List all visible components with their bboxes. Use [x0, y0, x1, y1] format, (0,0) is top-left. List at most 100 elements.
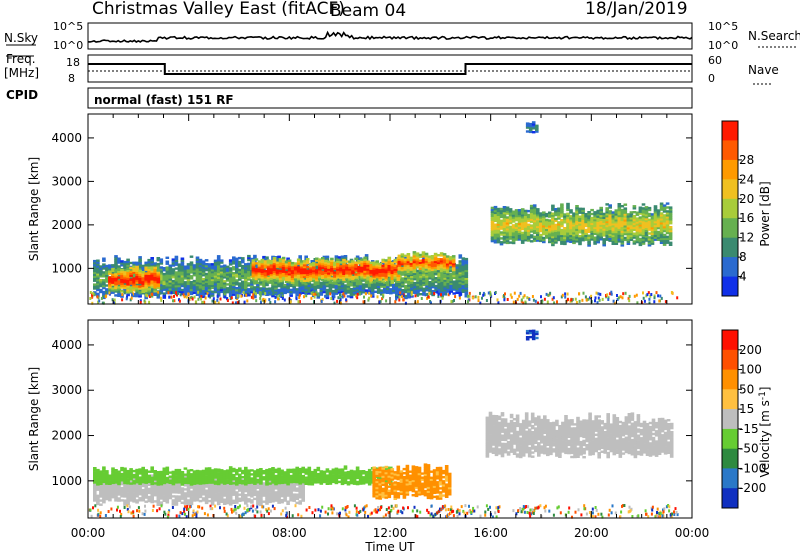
- scatter-cell-4: [599, 207, 603, 209]
- scatter-cell-1: [120, 269, 124, 271]
- scatter-cell-0: [380, 289, 384, 291]
- ground-scatter-cell: [96, 295, 98, 298]
- scatter-cell-0: [289, 289, 293, 291]
- ground-scatter-cell: [342, 296, 344, 299]
- ground-scatter-cell: [330, 297, 332, 300]
- scatter-cell-0: [459, 254, 463, 256]
- freq-tick-bottom: 8: [68, 72, 75, 85]
- scatter-cell-4: [639, 238, 643, 240]
- ground-scatter-cell: [453, 299, 455, 302]
- scatter-cell-2: [375, 260, 379, 262]
- scatter-cell-0: [214, 485, 218, 487]
- scatter-cell-1: [123, 285, 127, 287]
- ground-scatter-cell: [656, 291, 658, 294]
- nsky-strip-frame: [88, 23, 692, 49]
- ground-scatter-cell: [171, 291, 173, 294]
- y-tick-label: 2000: [51, 218, 82, 232]
- ground-scatter-cell: [148, 301, 150, 304]
- ground-scatter-cell: [398, 299, 400, 302]
- ground-scatter-cell: [570, 298, 572, 301]
- ground-scatter-cell: [124, 291, 126, 294]
- ground-scatter-cell: [658, 300, 660, 303]
- scatter-cell-0: [199, 500, 203, 502]
- ground-scatter-cell: [187, 292, 189, 295]
- scatter-cell-4: [575, 205, 579, 207]
- scatter-cell-2: [276, 269, 280, 271]
- ground-scatter-cell: [370, 294, 372, 297]
- scatter-cell-4: [624, 204, 628, 206]
- ground-scatter-cell: [230, 291, 232, 294]
- y-tick-label: 4000: [51, 131, 82, 145]
- scatter-cell-4: [590, 209, 594, 211]
- ground-scatter-cell: [101, 297, 103, 300]
- scatter-cell-2: [261, 259, 265, 261]
- scatter-cell-0: [123, 499, 127, 501]
- scatter-cell-4: [548, 212, 552, 214]
- ground-scatter-cell: [472, 296, 474, 299]
- scatter-cell-0: [298, 255, 302, 257]
- scatter-cell-0: [244, 263, 248, 265]
- scatter-cell-0: [123, 504, 127, 506]
- ground-scatter-cell: [245, 294, 247, 297]
- ground-scatter-cell: [213, 297, 215, 300]
- ground-scatter-cell: [171, 296, 173, 299]
- ground-scatter-cell: [520, 292, 522, 295]
- scatter-cell-0: [169, 487, 173, 489]
- ground-scatter-cell: [244, 301, 246, 304]
- ground-scatter-cell: [478, 299, 480, 302]
- scatter-cell-0: [205, 259, 209, 261]
- ground-scatter-cell: [504, 292, 506, 295]
- scatter-cell-2: [381, 265, 385, 267]
- scatter-cell-2: [273, 257, 277, 259]
- ground-scatter-cell: [385, 299, 387, 302]
- scatter-cell-1: [147, 288, 151, 290]
- ground-scatter-cell: [459, 294, 461, 297]
- scatter-cell-2: [306, 270, 310, 272]
- scatter-cell-1: [108, 271, 112, 273]
- scatter-cell-0: [455, 264, 459, 266]
- ground-scatter-cell: [417, 300, 419, 303]
- scatter-cell-0: [217, 255, 221, 257]
- ground-scatter-cell: [581, 299, 583, 302]
- ground-scatter-cell: [544, 298, 546, 301]
- scatter-cell-2: [282, 257, 286, 259]
- ground-scatter-cell: [411, 293, 413, 296]
- ground-scatter-cell: [517, 298, 519, 301]
- scatter-cell-1: [153, 267, 157, 269]
- scatter-cell-4: [669, 206, 673, 208]
- scatter-cell-0: [102, 501, 106, 503]
- scatter-cell-4: [669, 242, 673, 244]
- ground-scatter-cell: [321, 300, 323, 303]
- scatter-cell-0: [114, 255, 118, 257]
- scatter-cell-2: [381, 280, 385, 282]
- scatter-cell-2: [306, 266, 310, 268]
- ground-scatter-cell: [449, 292, 451, 295]
- ground-scatter-cell: [284, 299, 286, 302]
- ground-scatter-cell: [528, 298, 530, 301]
- scatter-cell-0: [190, 256, 194, 258]
- scatter-cell-4: [608, 204, 612, 206]
- ground-scatter-cell: [445, 293, 447, 296]
- ground-scatter-cell: [131, 297, 133, 300]
- ground-scatter-cell: [290, 300, 292, 303]
- scatter-cell-0: [214, 260, 218, 262]
- ground-scatter-cell: [345, 298, 347, 301]
- ground-scatter-cell: [503, 298, 505, 301]
- ground-scatter-cell: [606, 293, 608, 296]
- scatter-cell-3: [413, 251, 417, 253]
- ground-scatter-cell: [616, 294, 618, 297]
- ground-scatter-cell: [356, 296, 358, 299]
- scatter-cell-0: [108, 493, 112, 495]
- ground-scatter-cell: [179, 300, 181, 303]
- ground-scatter-cell: [585, 295, 587, 298]
- ground-scatter-cell: [676, 296, 678, 299]
- scatter-cell-4: [566, 203, 570, 205]
- ground-scatter-cell: [365, 292, 367, 295]
- ground-scatter-cell: [395, 297, 397, 300]
- ground-scatter-cell: [564, 292, 566, 295]
- scatter-cell-2: [336, 259, 340, 261]
- ground-scatter-cell: [227, 299, 229, 302]
- nsky-tick-bottom: 10^0: [53, 39, 83, 52]
- ground-scatter-cell: [157, 294, 159, 297]
